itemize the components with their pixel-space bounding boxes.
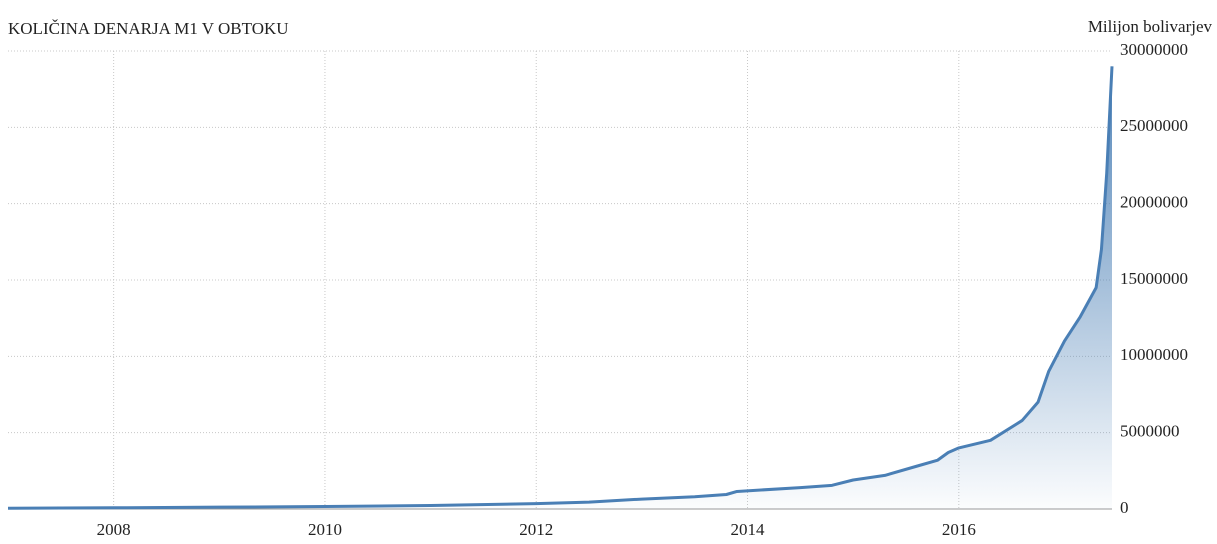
y-tick-label: 5000000 [1120, 422, 1180, 441]
y-tick-label: 0 [1120, 498, 1129, 517]
x-tick-label: 2012 [519, 520, 553, 539]
x-tick-label: 2008 [97, 520, 131, 539]
y-tick-label: 15000000 [1120, 269, 1188, 288]
area [8, 66, 1112, 510]
y-tick-label: 20000000 [1120, 193, 1188, 212]
line [7, 66, 1114, 510]
x-tick-label: 2014 [731, 520, 766, 539]
x-tick-label: 2010 [308, 520, 342, 539]
y-axis-label: Milijon bolivarjev [1088, 17, 1213, 36]
y-tick-label: 30000000 [1120, 40, 1188, 59]
x-tick-label: 2016 [942, 520, 976, 539]
chart-title: KOLIČINA DENARJA M1 V OBTOKU [8, 19, 289, 38]
y-tick-label: 25000000 [1120, 116, 1188, 135]
y-tick-label: 10000000 [1120, 345, 1188, 364]
